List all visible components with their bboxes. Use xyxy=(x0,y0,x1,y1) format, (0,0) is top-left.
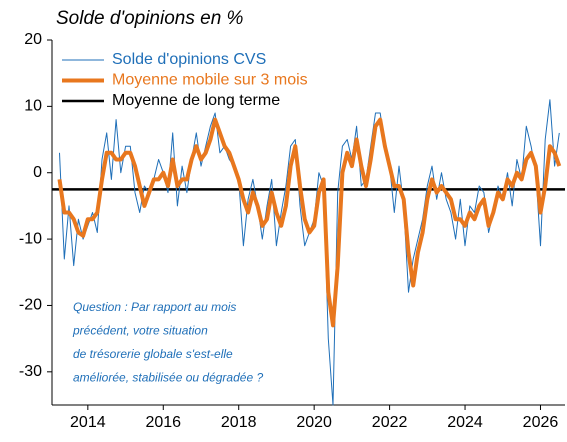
annotation: précédent, votre situation xyxy=(72,324,208,338)
x-tick-label: 2014 xyxy=(70,414,106,431)
y-tick-label: -30 xyxy=(19,363,42,380)
y-tick-label: 10 xyxy=(24,98,42,115)
legend-label: Solde d'opinions CVS xyxy=(112,51,266,68)
series-line xyxy=(57,117,562,328)
x-tick-label: 2018 xyxy=(221,414,257,431)
legend-label: Moyenne mobile sur 3 mois xyxy=(112,72,308,89)
x-tick-label: 2024 xyxy=(447,414,483,431)
y-tick-label: 20 xyxy=(24,31,42,48)
chart-title: Solde d'opinions en % xyxy=(56,8,244,29)
x-tick-label: 2016 xyxy=(145,414,181,431)
annotation: de trésorerie globale s'est-elle xyxy=(73,347,233,361)
x-tick-label: 2022 xyxy=(372,414,408,431)
legend-label: Moyenne de long terme xyxy=(112,92,280,109)
x-tick-label: 2026 xyxy=(523,414,559,431)
annotation: Question : Par rapport au mois xyxy=(73,300,236,314)
y-tick-label: -10 xyxy=(19,230,42,247)
y-tick-label: 0 xyxy=(33,164,42,181)
annotation: améliorée, stabilisée ou dégradée ? xyxy=(73,371,263,385)
x-tick-label: 2020 xyxy=(296,414,332,431)
y-tick-label: -20 xyxy=(19,297,42,314)
